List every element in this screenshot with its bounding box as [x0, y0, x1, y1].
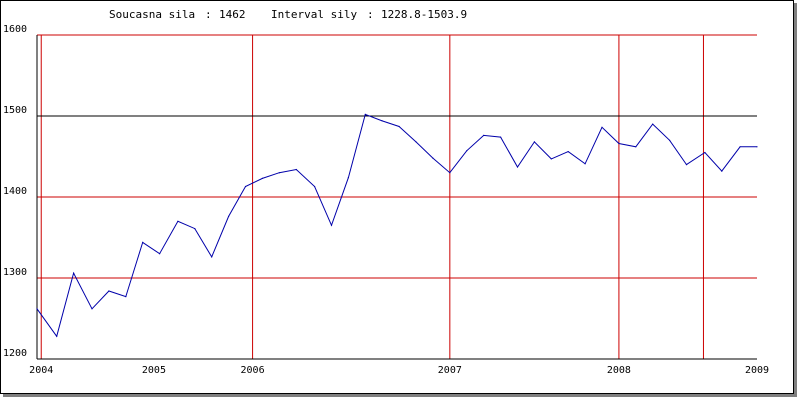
data-point-35	[635, 146, 637, 148]
data-point-8	[177, 220, 179, 222]
data-point-41	[739, 146, 741, 148]
data-point-13	[261, 177, 263, 179]
data-point-14	[278, 172, 280, 174]
data-point-30	[550, 158, 552, 160]
x-tick-label-2005: 2005	[142, 365, 166, 376]
data-point-16	[314, 185, 316, 188]
data-point-28	[516, 166, 519, 168]
data-point-27	[500, 136, 502, 138]
data-point-42	[756, 146, 758, 148]
data-point-22	[415, 141, 417, 143]
chart-header: Soucasna sila : 1462 Interval sily : 122…	[109, 8, 467, 21]
interval-value: 1228.8-1503.9	[381, 8, 467, 21]
data-point-31	[567, 151, 569, 153]
data-point-7	[159, 253, 161, 255]
interval-colon: :	[367, 8, 374, 21]
data-point-9	[194, 228, 196, 230]
x-tick-label-2004: 2004	[29, 365, 53, 376]
y-tick-label-1200: 1200	[3, 348, 27, 359]
data-point-3	[91, 308, 93, 310]
data-point-34	[618, 142, 620, 145]
y-tick-label-1600: 1600	[3, 24, 27, 35]
grid-layer	[37, 34, 757, 360]
data-point-12	[244, 185, 247, 188]
data-point-33	[601, 126, 603, 128]
x-tick-label-2007: 2007	[438, 365, 462, 376]
data-point-21	[398, 125, 400, 128]
x-tick-label-2009: 2009	[745, 365, 769, 376]
data-point-4	[108, 290, 110, 292]
data-point-38	[685, 164, 688, 166]
data-point-10	[211, 256, 213, 258]
data-point-5	[125, 296, 127, 298]
current-label: Soucasna sila	[109, 8, 195, 21]
x-tick-label-2006: 2006	[241, 365, 265, 376]
x-tick-label-2008: 2008	[607, 365, 631, 376]
interval-label: Interval sily	[271, 8, 357, 21]
data-point-36	[652, 123, 654, 125]
data-point-39	[704, 151, 706, 154]
data-point-19	[364, 113, 366, 115]
data-point-29	[533, 141, 536, 143]
data-point-24	[449, 172, 451, 174]
data-point-26	[483, 134, 485, 136]
current-colon: :	[205, 8, 212, 21]
data-point-40	[721, 170, 723, 172]
y-tick-label-1500: 1500	[3, 105, 27, 116]
data-point-37	[669, 139, 671, 141]
data-point-17	[330, 224, 333, 226]
current-value: 1462	[219, 8, 246, 21]
series-layer	[36, 113, 758, 338]
y-tick-label-1400: 1400	[3, 186, 27, 197]
line-chart: Soucasna sila : 1462 Interval sily : 122…	[3, 8, 769, 376]
chart-frame: Soucasna sila : 1462 Interval sily : 122…	[0, 0, 794, 394]
label-layer: 1200 1300 1400 1500 1600 2004 2005 2006 2007 2008…	[3, 24, 769, 376]
data-point-32	[584, 163, 586, 165]
y-tick-label-1300: 1300	[3, 267, 27, 278]
data-point-0	[36, 308, 38, 310]
data-point-1	[56, 335, 58, 337]
data-point-25	[466, 150, 468, 152]
data-point-2	[73, 272, 75, 274]
series-line-0	[36, 113, 757, 338]
data-point-18	[347, 177, 349, 179]
data-point-6	[142, 241, 144, 243]
data-point-11	[228, 215, 230, 217]
axis-layer	[36, 35, 757, 360]
data-point-23	[432, 157, 434, 159]
data-point-20	[381, 120, 383, 122]
data-point-15	[295, 168, 297, 171]
